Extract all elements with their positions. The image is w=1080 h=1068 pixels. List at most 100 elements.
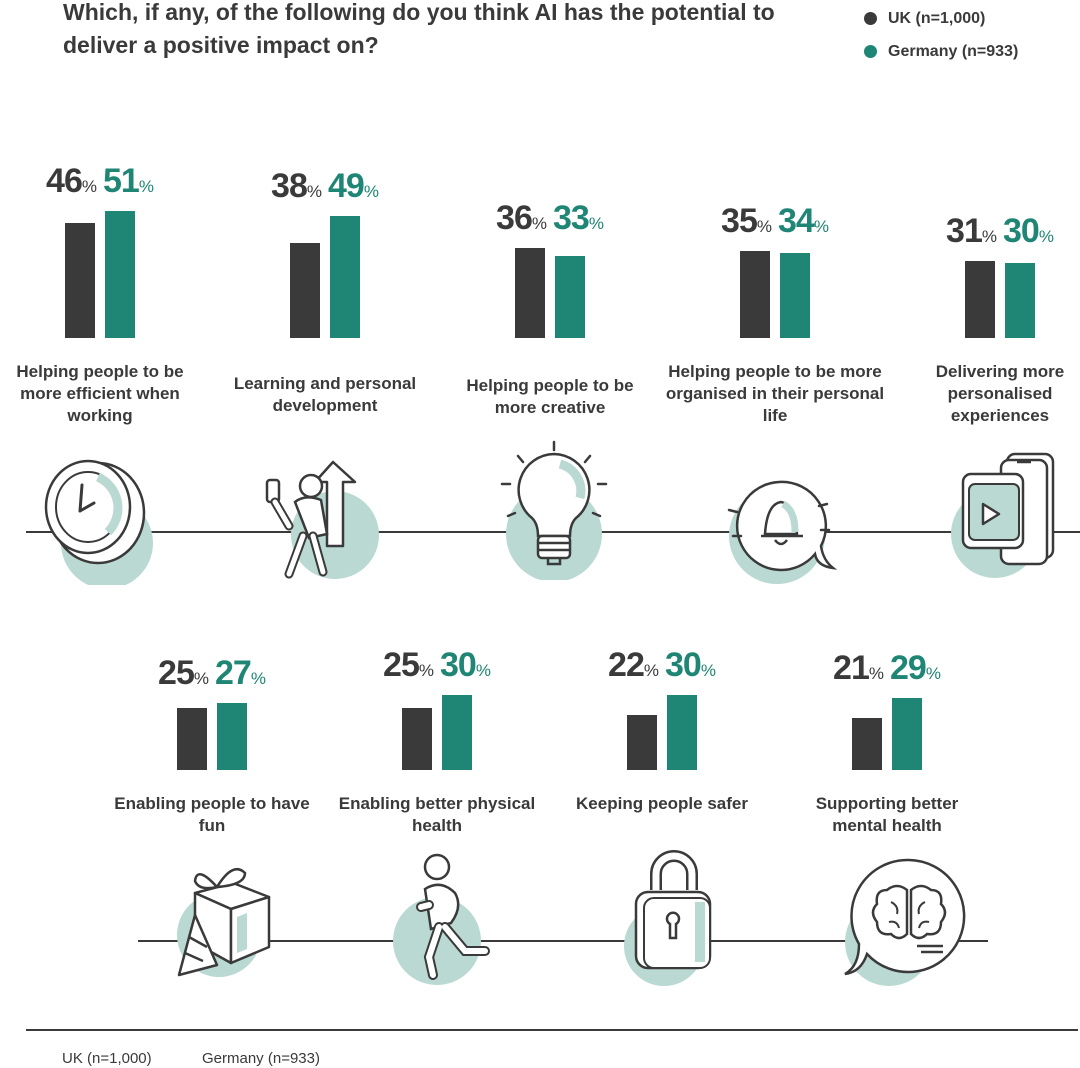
germany-bar — [442, 695, 472, 770]
lightbulb-icon — [500, 440, 608, 580]
legend-label-germany: Germany (n=933) — [888, 42, 1019, 60]
germany-bar — [105, 210, 135, 338]
value-labels: 31% 30% — [885, 212, 1080, 251]
value-labels: 22% 30% — [547, 646, 777, 685]
value-labels: 36% 33% — [435, 199, 665, 238]
value-labels: 21% 29% — [772, 649, 1002, 688]
germany-bar — [667, 695, 697, 770]
legend-swatch-uk — [864, 12, 877, 25]
uk-percent-sign: % — [81, 176, 97, 196]
germany-bar — [555, 255, 585, 338]
bar-group: 22% 30% — [547, 530, 777, 770]
germany-bar — [780, 253, 810, 338]
germany-value-label: 30 — [1003, 211, 1040, 250]
runner-icon — [393, 853, 490, 985]
value-labels: 46% 51% — [0, 162, 215, 201]
chart-title: Which, if any, of the following do you t… — [63, 0, 775, 58]
germany-percent-sign: % — [813, 216, 829, 236]
germany-value-label: 30 — [440, 646, 477, 684]
uk-value-label: 38 — [271, 166, 308, 205]
uk-bar — [515, 248, 545, 338]
germany-bar — [1005, 263, 1035, 338]
gift-party-icon — [177, 868, 271, 977]
germany-value-label: 27 — [215, 653, 252, 692]
germany-percent-sign: % — [363, 181, 379, 201]
value-labels: 38% 49% — [210, 167, 440, 206]
uk-value-label: 46 — [46, 161, 83, 200]
uk-bar — [852, 717, 882, 770]
brain-chat-icon — [844, 858, 966, 986]
category-label: Helping people to be more efficient when… — [16, 362, 184, 425]
uk-bar — [740, 250, 770, 338]
clock-icon — [44, 459, 153, 585]
category-label: Supporting better mental health — [815, 794, 959, 835]
person-arrow-icon — [265, 460, 379, 579]
uk-value-label: 21 — [833, 648, 870, 687]
germany-percent-sign: % — [138, 176, 154, 196]
germany-value-label: 33 — [553, 199, 590, 237]
play-screen-icon — [951, 452, 1055, 578]
uk-value-label: 36 — [496, 199, 533, 237]
uk-bar — [177, 707, 207, 770]
uk-bar — [402, 707, 432, 770]
legend-label-uk: UK (n=1,000) — [888, 9, 986, 27]
legend-item-germany: Germany (n=933) — [864, 35, 1018, 68]
germany-value-label: 30 — [665, 646, 702, 684]
uk-bar — [65, 223, 95, 338]
germany-value-label: 49 — [328, 166, 365, 205]
bar-group: 46% 51% — [0, 98, 215, 338]
uk-percent-sign: % — [193, 668, 209, 688]
footer-rule — [26, 1029, 1078, 1031]
germany-percent-sign: % — [700, 661, 716, 680]
uk-value-label: 25 — [383, 646, 420, 684]
germany-bar — [892, 697, 922, 770]
padlock-icon — [624, 850, 712, 986]
uk-percent-sign: % — [868, 663, 884, 683]
footer-note-uk: UK (n=1,000) — [62, 1050, 152, 1067]
bar-group: 25% 27% — [97, 530, 327, 770]
bar-group: 25% 30% — [322, 530, 552, 770]
uk-percent-sign: % — [643, 661, 659, 680]
value-labels: 25% 30% — [322, 646, 552, 685]
germany-percent-sign: % — [588, 214, 604, 233]
uk-value-label: 25 — [158, 653, 195, 692]
value-labels: 25% 27% — [97, 654, 327, 693]
category-label: Enabling better physical health — [338, 794, 536, 835]
uk-percent-sign: % — [306, 181, 322, 201]
bar-group: 31% 30% — [885, 98, 1080, 338]
footer-note-germany: Germany (n=933) — [202, 1050, 320, 1067]
category-label: Keeping people safer — [576, 794, 748, 813]
uk-bar — [290, 243, 320, 338]
row2-baseline — [138, 940, 988, 942]
germany-value-label: 34 — [778, 201, 815, 240]
germany-percent-sign: % — [925, 663, 941, 683]
bar-group: 36% 33% — [435, 98, 665, 338]
germany-percent-sign: % — [250, 668, 266, 688]
bell-chat-icon — [727, 480, 838, 584]
category-label: Learning and personal development — [233, 374, 417, 415]
germany-percent-sign: % — [475, 661, 491, 680]
category-label: Enabling people to have fun — [114, 794, 310, 835]
uk-percent-sign: % — [418, 661, 434, 680]
uk-percent-sign: % — [981, 226, 997, 246]
bar-group: 35% 34% — [660, 98, 890, 338]
category-label: Delivering more personalised experiences — [935, 362, 1065, 425]
uk-bar — [965, 260, 995, 338]
value-labels: 35% 34% — [660, 202, 890, 241]
legend-item-uk: UK (n=1,000) — [864, 2, 1018, 35]
uk-bar — [627, 715, 657, 770]
category-label: Helping people to be more organised in t… — [665, 362, 885, 425]
uk-percent-sign: % — [756, 216, 772, 236]
germany-percent-sign: % — [1038, 226, 1054, 246]
uk-percent-sign: % — [531, 214, 547, 233]
germany-value-label: 51 — [103, 161, 140, 200]
bar-group: 21% 29% — [772, 530, 1002, 770]
germany-bar — [330, 215, 360, 338]
uk-value-label: 31 — [946, 211, 983, 250]
legend: UK (n=1,000) Germany (n=933) — [864, 2, 1018, 68]
bar-group: 38% 49% — [210, 98, 440, 338]
germany-value-label: 29 — [890, 648, 927, 687]
germany-bar — [217, 702, 247, 770]
legend-swatch-germany — [864, 45, 877, 58]
uk-value-label: 35 — [721, 201, 758, 240]
